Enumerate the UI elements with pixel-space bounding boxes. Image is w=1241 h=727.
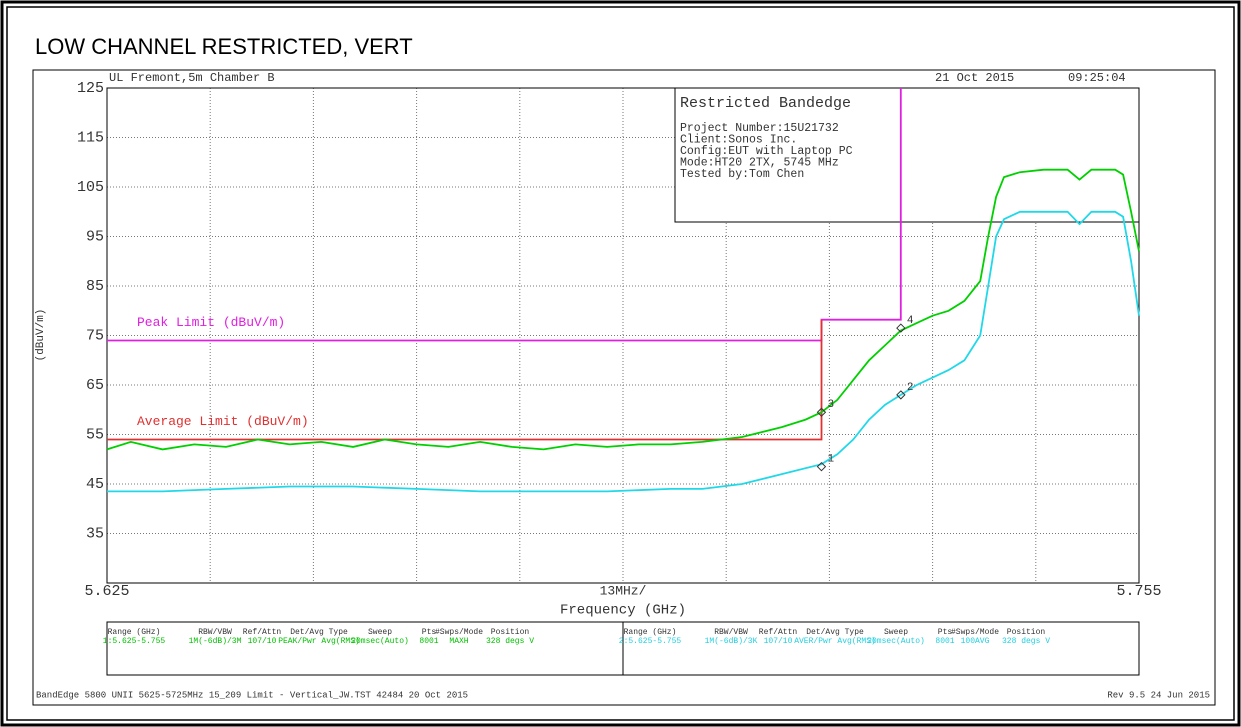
y-tick-label: 55 xyxy=(86,426,104,443)
footer-right: Rev 9.5 24 Jun 2015 xyxy=(1107,690,1210,700)
table-cell: 100AVG xyxy=(961,637,990,646)
table-header: Ref/Attn xyxy=(759,628,798,637)
table-header: Sweep xyxy=(884,628,908,637)
table-cell: 1:5.625-5.755 xyxy=(103,637,166,646)
info-title: Restricted Bandedge xyxy=(680,95,851,112)
date: 21 Oct 2015 xyxy=(935,71,1014,85)
info-line: Mode:HT20 2TX, 5745 MHz xyxy=(680,157,839,170)
y-tick-label: 35 xyxy=(86,525,104,542)
table-header: Range (GHz) xyxy=(624,628,677,637)
table-header: Position xyxy=(491,628,530,637)
table-cell: 2:5.625-5.755 xyxy=(619,637,682,646)
site: UL Fremont,5m Chamber B xyxy=(109,71,275,85)
table-header: Pts xyxy=(938,628,953,637)
table-cell: PEAK/Pwr Avg(RMS) xyxy=(278,637,360,646)
table-header: RBW/VBW xyxy=(198,628,232,637)
span-label: 13MHz/ xyxy=(600,583,647,598)
table-cell: 107/10 xyxy=(248,637,277,646)
marker xyxy=(896,390,906,400)
trace xyxy=(107,319,823,441)
info-line: Client:Sonos Inc. xyxy=(680,134,797,147)
table-cell: 1M(-6dB)/3M xyxy=(189,637,242,646)
x-tick-label: 5.755 xyxy=(1116,583,1161,600)
table-cell: 20msec(Auto) xyxy=(351,637,409,646)
frame xyxy=(32,69,1216,706)
table-header: Range (GHz) xyxy=(108,628,161,637)
footer-left: BandEdge 5800 UNII 5625-5725MHz 15_209 L… xyxy=(36,690,468,700)
marker-label: 4 xyxy=(907,315,914,327)
marker xyxy=(816,461,827,472)
table-header: Ref/Attn xyxy=(243,628,282,637)
table-cell: 328 degs V xyxy=(486,637,534,646)
marker-label: 3 xyxy=(827,399,834,411)
y-tick-label: 75 xyxy=(86,327,104,344)
table-header: RBW/VBW xyxy=(714,628,748,637)
table-header: #Swps/Mode xyxy=(951,628,999,637)
table-header: Pts xyxy=(422,628,437,637)
table-cell: MAXH xyxy=(449,637,468,646)
y-tick-label: 85 xyxy=(86,278,104,295)
x-axis-label: Frequency (GHz) xyxy=(560,603,686,619)
y-tick-label: 115 xyxy=(77,129,104,146)
table-cell: 328 degs V xyxy=(1002,637,1050,646)
info-box xyxy=(674,87,1140,223)
table-cell: 107/10 xyxy=(764,637,793,646)
limit-label: Peak Limit (dBuV/m) xyxy=(137,315,285,330)
table-header: #Swps/Mode xyxy=(435,628,483,637)
trace xyxy=(106,168,1140,451)
table-cell: 8001 xyxy=(935,637,954,646)
info-line: Tested by:Tom Chen xyxy=(680,168,804,181)
inner-border xyxy=(6,6,1235,721)
table-header: Sweep xyxy=(368,628,392,637)
table-cell: 1M(-6dB)/3K xyxy=(705,637,758,646)
y-tick-label: 125 xyxy=(77,80,104,97)
y-axis-label: (dBuV/m) xyxy=(35,309,47,362)
table-cell: 8001 xyxy=(419,637,438,646)
marker-label: 2 xyxy=(907,382,914,394)
marker-label: 1 xyxy=(827,454,834,466)
table-cell: AVER/Pwr Avg(RMS) xyxy=(794,637,876,646)
info-line: Config:EUT with Laptop PC xyxy=(680,145,853,158)
table-cell: 20msec(Auto) xyxy=(867,637,925,646)
y-tick-label: 95 xyxy=(86,228,104,245)
table-header: Position xyxy=(1007,628,1046,637)
table-header: Det/Avg Type xyxy=(806,628,864,637)
table-header: Det/Avg Type xyxy=(290,628,348,637)
info-line: Project Number:15U21732 xyxy=(680,122,839,135)
trace xyxy=(107,210,1140,493)
limit-label: Average Limit (dBuV/m) xyxy=(137,414,309,429)
chart-title: LOW CHANNEL RESTRICTED, VERT xyxy=(35,34,413,59)
y-tick-label: 105 xyxy=(77,179,104,196)
y-tick-label: 45 xyxy=(86,476,104,493)
y-tick-label: 65 xyxy=(86,377,104,394)
marker xyxy=(896,323,906,333)
marker xyxy=(816,407,827,417)
x-tick-label: 5.625 xyxy=(84,583,129,600)
time: 09:25:04 xyxy=(1068,71,1126,85)
plot-border xyxy=(106,87,1140,584)
